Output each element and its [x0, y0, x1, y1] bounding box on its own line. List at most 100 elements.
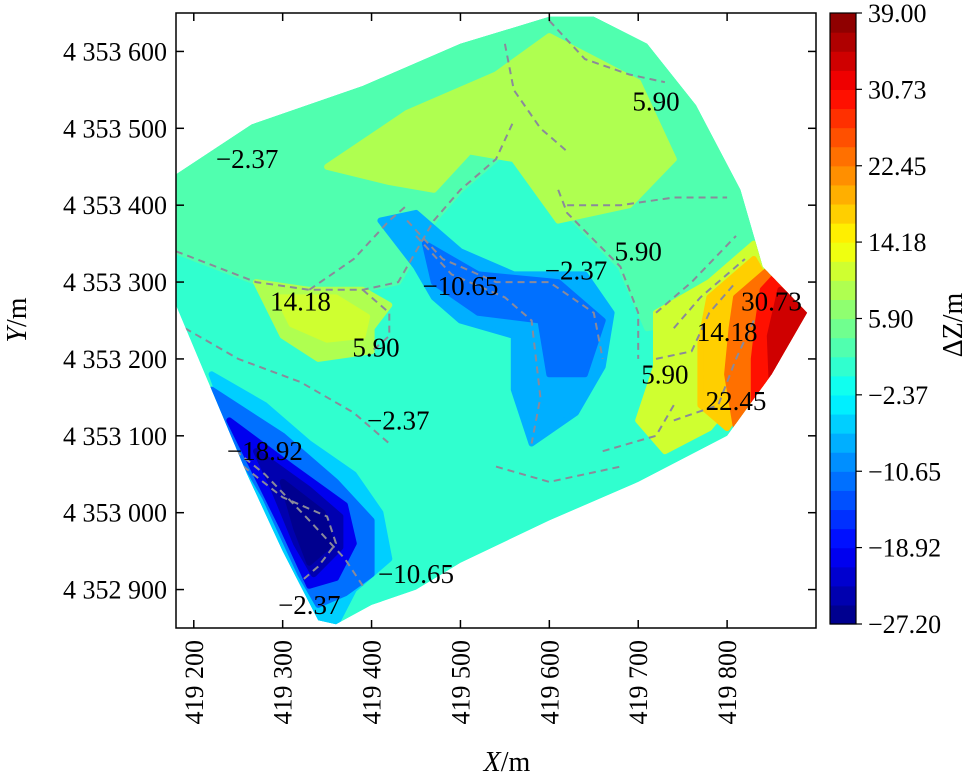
- contour-label: −2.37: [545, 256, 607, 286]
- contour-line: [362, 289, 391, 353]
- contour-label-layer: −2.37 5.90 −10.65 14.18 5.90 −2.37 −2.37 5.90 30…: [216, 86, 802, 620]
- contour-label: −2.37: [367, 405, 429, 435]
- contour-line: [673, 258, 746, 329]
- colorbar-band: [830, 261, 856, 281]
- y-tick-label: 4 353 300: [63, 268, 167, 297]
- y-tick-label: 4 353 600: [63, 37, 167, 66]
- x-tick-label: 419 700: [624, 640, 653, 725]
- colorbar-band: [830, 280, 856, 300]
- plot-frame: [175, 12, 817, 629]
- x-tick-label: 419 600: [535, 640, 564, 725]
- colorbar-band: [830, 394, 856, 415]
- contour-label: 5.90: [615, 236, 662, 266]
- y-tick-label: 4 353 200: [63, 345, 167, 374]
- colorbar-tick-label: 5.90: [868, 305, 914, 334]
- colorbar-band: [830, 490, 856, 511]
- colorbar-band: [830, 184, 856, 205]
- colorbar-tick-label: −2.37: [868, 381, 928, 410]
- colorbar-band: [830, 471, 856, 491]
- colorbar-band: [830, 165, 856, 186]
- contour-label: 14.18: [697, 317, 758, 347]
- colorbar-band: [830, 51, 856, 71]
- contour-line: [548, 20, 666, 84]
- contour-label: 30.73: [741, 286, 802, 316]
- colorbar-tick-label: 22.45: [868, 152, 927, 181]
- colorbar-band: [830, 70, 856, 90]
- x-tick-label: 419 200: [180, 640, 209, 725]
- colorbar-tick-label: −18.92: [868, 534, 941, 563]
- contour-label: −18.92: [227, 436, 303, 466]
- colorbar-band: [830, 375, 856, 396]
- colorbar-band: [830, 547, 856, 568]
- colorbar-band: [830, 299, 856, 320]
- x-tick-label: 419 400: [358, 640, 387, 725]
- colorbar-band: [830, 108, 856, 129]
- contour-label: −10.65: [378, 559, 454, 589]
- contour-line: [655, 235, 737, 314]
- contour-line: [602, 404, 675, 453]
- colorbar-tick-label: −27.20: [868, 610, 941, 639]
- colorbar-tick-label: 39.00: [868, 0, 927, 28]
- contour-line: [495, 465, 621, 483]
- contour-region: [421, 240, 606, 378]
- contour-fill-layer: [176, 16, 808, 625]
- colorbar-band: [830, 242, 856, 262]
- x-axis-title: X/m: [483, 747, 531, 778]
- colorbar-tick-label: 30.73: [868, 75, 927, 104]
- x-tick-label: 419 300: [269, 640, 298, 725]
- contour-line: [233, 458, 338, 583]
- colorbar-band: [830, 203, 856, 224]
- colorbar-band: [830, 452, 856, 472]
- y-axis: 4 352 900 4 353 000 4 353 100 4 353 200 4 35…: [63, 37, 816, 605]
- colorbar-band: [830, 13, 856, 33]
- x-tick-label: 419 800: [713, 640, 742, 725]
- contour-region: [324, 33, 677, 224]
- y-tick-label: 4 353 100: [63, 422, 167, 451]
- y-tick-label: 4 352 900: [63, 576, 167, 605]
- colorbar-band: [830, 32, 856, 52]
- colorbar-tick-label: 14.18: [868, 228, 927, 257]
- contour-line: [567, 196, 728, 207]
- x-tick-label: 419 500: [446, 640, 475, 725]
- colorbar-tick-label: −10.65: [868, 457, 941, 486]
- colorbar: 39.00 30.73 22.45 14.18 5.90 −2.37 −10.65 −18.9…: [829, 0, 941, 639]
- colorbar-band: [830, 223, 856, 243]
- y-tick-label: 4 353 500: [63, 114, 167, 143]
- contour-line: [176, 120, 515, 291]
- contour-line: [557, 189, 640, 359]
- contour-line: [503, 43, 568, 153]
- colorbar-band: [830, 566, 856, 587]
- contour-region: [275, 294, 371, 343]
- y-axis-title: Y/m: [2, 297, 33, 342]
- contour-line-layer: [176, 20, 755, 587]
- colorbar-band: [830, 433, 856, 453]
- contour-line: [415, 235, 542, 444]
- colorbar-band: [830, 413, 856, 434]
- x-axis: 419 200 419 300 419 400 419 500 419 600 419 7…: [180, 13, 742, 725]
- contour-label: −10.65: [422, 271, 498, 301]
- colorbar-band: [830, 89, 856, 110]
- y-tick-label: 4 353 400: [63, 191, 167, 220]
- contour-label: −2.37: [278, 590, 340, 620]
- contour-label: 22.45: [706, 386, 767, 416]
- plot-border: [175, 12, 817, 629]
- contour-label: 5.90: [641, 359, 688, 389]
- colorbar-band: [830, 318, 856, 339]
- contour-label: 14.18: [270, 286, 331, 316]
- colorbar-band: [830, 509, 856, 530]
- colorbar-title: ΔZ/m: [938, 292, 969, 357]
- contour-line: [655, 281, 737, 360]
- contour-line: [184, 327, 390, 445]
- contour-line: [206, 427, 364, 587]
- colorbar-band: [830, 528, 856, 549]
- colorbar-band: [830, 337, 856, 358]
- colorbar-band: [830, 585, 856, 606]
- contour-line: [406, 219, 604, 360]
- colorbar-band: [830, 356, 856, 377]
- colorbar-band: [830, 127, 856, 148]
- contour-label: −2.37: [216, 144, 278, 174]
- contour-line: [308, 204, 408, 291]
- y-tick-label: 4 353 000: [63, 499, 167, 528]
- colorbar-band: [830, 146, 856, 167]
